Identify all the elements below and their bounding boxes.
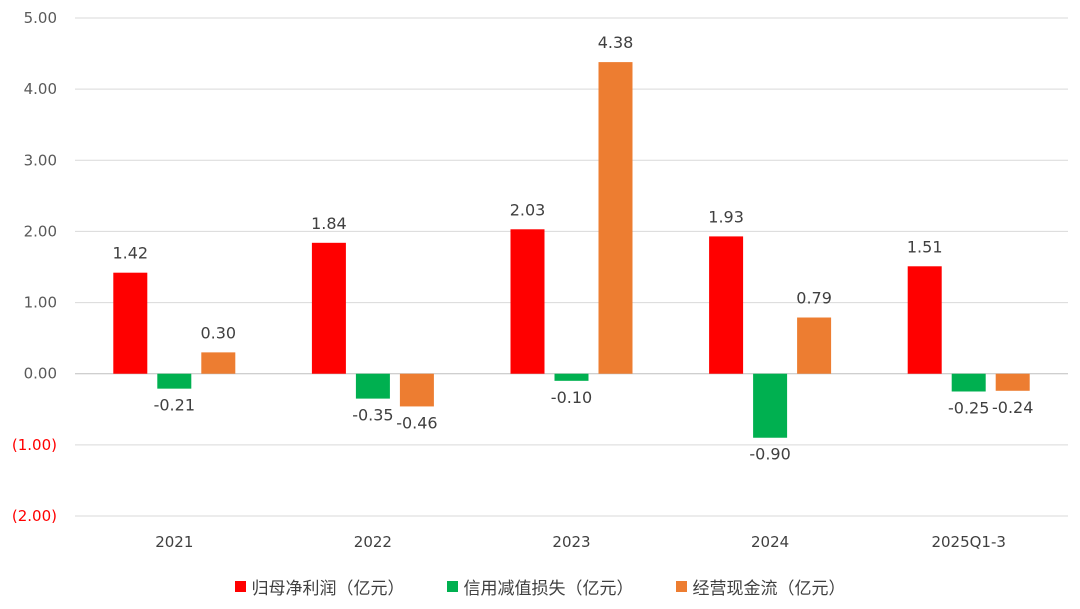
data-labels: 1.42 -0.21 0.30 1.84 -0.35 -0.46 2.03 -0.10 4.38… xyxy=(112,33,1033,464)
bar xyxy=(355,373,390,399)
bar xyxy=(709,236,744,374)
bar xyxy=(554,373,589,381)
legend-label-net-profit: 归母净利润（亿元） xyxy=(251,578,405,599)
bar xyxy=(399,373,434,407)
bar xyxy=(907,266,942,374)
x-tick-label: 2022 xyxy=(354,533,392,551)
y-tick-label: 0.00 xyxy=(24,365,57,383)
legend-swatch-net-profit xyxy=(234,580,246,592)
bar xyxy=(995,373,1030,391)
bar xyxy=(598,62,633,374)
legend-item-net-profit: 归母净利润（亿元） xyxy=(234,574,405,599)
data-label: -0.35 xyxy=(352,406,393,425)
data-label: -0.21 xyxy=(154,396,195,415)
bar xyxy=(311,242,346,374)
y-tick-label: (2.00) xyxy=(12,507,57,525)
bar xyxy=(157,373,192,389)
legend-label-credit-impairment: 信用减值损失（亿元） xyxy=(463,578,634,599)
legend: 归母净利润（亿元） 信用减值损失（亿元） 经营现金流（亿元） xyxy=(0,573,1080,599)
x-tick-label: 2021 xyxy=(155,533,193,551)
bar xyxy=(753,373,788,438)
y-axis: 5.00 4.00 3.00 2.00 1.00 0.00 (1.00) (2.00) xyxy=(12,9,57,525)
x-tick-label: 2023 xyxy=(552,533,590,551)
x-axis: 2021 2022 2023 2024 2025Q1-3 xyxy=(155,533,1006,551)
data-label: 0.30 xyxy=(200,323,236,342)
data-label: -0.10 xyxy=(551,388,592,407)
data-label: 1.42 xyxy=(112,244,148,263)
data-label: 2.03 xyxy=(510,200,546,219)
data-label: -0.25 xyxy=(948,399,989,418)
data-label: 1.93 xyxy=(708,207,744,226)
y-tick-label: (1.00) xyxy=(12,436,57,454)
bar xyxy=(797,317,832,374)
legend-item-operating-cashflow: 经营现金流（亿元） xyxy=(675,574,846,599)
y-tick-label: 2.00 xyxy=(24,222,57,240)
bar xyxy=(510,229,545,374)
data-label: 0.79 xyxy=(796,289,832,308)
y-tick-label: 5.00 xyxy=(24,9,57,27)
bar xyxy=(201,352,236,374)
y-tick-label: 4.00 xyxy=(24,80,57,98)
bars xyxy=(113,62,1030,438)
bar xyxy=(951,373,986,392)
legend-swatch-credit-impairment xyxy=(446,580,458,592)
y-tick-label: 1.00 xyxy=(24,294,57,312)
data-label: 1.84 xyxy=(311,214,347,233)
data-label: -0.24 xyxy=(992,398,1033,417)
data-label: -0.90 xyxy=(749,445,790,464)
data-label: 1.51 xyxy=(907,237,943,256)
y-tick-label: 3.00 xyxy=(24,151,57,169)
bar xyxy=(113,272,148,374)
legend-item-credit-impairment: 信用减值损失（亿元） xyxy=(446,574,634,599)
legend-swatch-operating-cashflow xyxy=(675,580,687,592)
data-label: -0.46 xyxy=(396,413,437,432)
data-label: 4.38 xyxy=(598,33,634,52)
x-tick-label: 2025Q1-3 xyxy=(931,533,1005,551)
bar-chart: 1.42 -0.21 0.30 1.84 -0.35 -0.46 2.03 -0.10 4.38… xyxy=(12,9,1068,551)
legend-label-operating-cashflow: 经营现金流（亿元） xyxy=(692,578,846,599)
x-tick-label: 2024 xyxy=(751,533,789,551)
